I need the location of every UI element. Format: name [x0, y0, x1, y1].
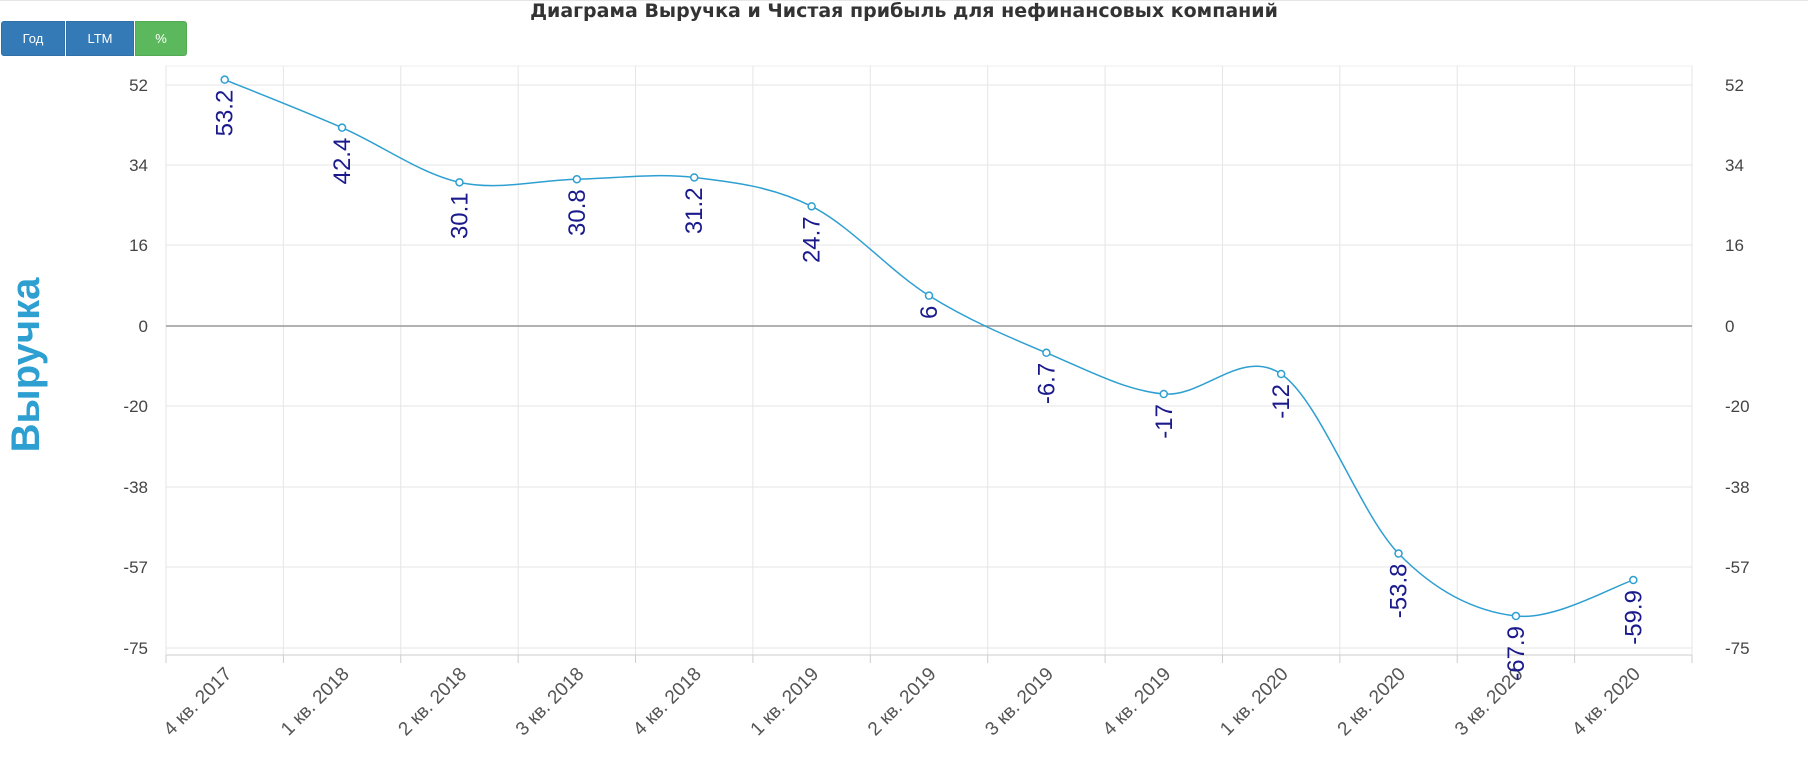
data-label-layer: 53.2 42.4 30.1 30.8 31.2 24.7 6 -6.7 -17 -12 -53.8…: [212, 90, 1648, 681]
x-tick-label: 1 кв. 2020: [1216, 664, 1292, 740]
y-tick-label: 0: [139, 317, 148, 336]
y-tick-label: 34: [129, 156, 148, 175]
data-label: -17: [1151, 404, 1178, 439]
data-label: -53.8: [1386, 564, 1413, 619]
x-tick-label: 3 кв. 2018: [512, 664, 588, 740]
x-tick-label: 4 кв. 2020: [1568, 664, 1644, 740]
data-label: -12: [1268, 384, 1295, 419]
x-tick-label: 2 кв. 2019: [864, 664, 940, 740]
data-label: -6.7: [1033, 363, 1060, 404]
x-tick-label: 2 кв. 2018: [395, 664, 471, 740]
x-tick-label: 1 кв. 2018: [277, 664, 353, 740]
data-point: [1276, 369, 1286, 379]
data-label: -67.9: [1503, 626, 1530, 681]
y-tick-label: 52: [129, 76, 148, 95]
data-point: [807, 202, 816, 211]
y2-tick-label: 0: [1725, 317, 1734, 336]
ltm-button[interactable]: LTM: [66, 21, 134, 56]
data-label: -59.9: [1620, 590, 1647, 645]
y2-tick-label: -20: [1725, 397, 1750, 416]
data-point: [1394, 549, 1403, 558]
y-tick-label: -20: [123, 397, 148, 416]
y2-tick-label: -38: [1725, 478, 1750, 497]
y2-tick-label: 34: [1725, 156, 1744, 175]
data-label: 42.4: [329, 138, 356, 185]
data-point: [220, 75, 229, 84]
series-line: [224, 78, 1634, 618]
data-label: 6: [916, 306, 943, 319]
x-tick-label: 4 кв. 2017: [160, 664, 236, 740]
chart-title: Диаграма Выручка и Чистая прибыль для не…: [530, 0, 1278, 22]
grid-layer: [165, 65, 1693, 656]
data-label: 30.8: [564, 189, 591, 236]
data-point: [455, 178, 464, 187]
data-point: [1042, 348, 1051, 358]
data-label: 30.1: [446, 192, 473, 239]
data-label: 31.2: [681, 187, 708, 234]
percent-button[interactable]: %: [135, 21, 187, 56]
data-label: 53.2: [212, 90, 239, 137]
period-toggle-group: Год LTM %: [1, 21, 188, 56]
x-tick-label: 4 кв. 2018: [629, 664, 705, 740]
data-point: [1511, 611, 1521, 621]
point-layer: [220, 75, 1638, 621]
y-tick-label: -38: [123, 478, 148, 497]
y2-tick-label: 52: [1725, 76, 1744, 95]
data-point: [689, 173, 699, 182]
data-point: [1629, 575, 1638, 585]
top-border: [0, 0, 1808, 1]
data-point: [572, 174, 582, 184]
x-tick-label: 3 кв. 2019: [981, 664, 1057, 740]
data-label: 24.7: [799, 216, 826, 263]
y-tick-label: -75: [123, 639, 148, 658]
year-button[interactable]: Год: [1, 21, 65, 56]
data-point: [924, 291, 934, 300]
y2-tick-label: 16: [1725, 236, 1744, 255]
data-point: [337, 123, 347, 132]
x-tick-label: 2 кв. 2020: [1334, 664, 1410, 740]
y2-tick-label: -75: [1725, 639, 1750, 658]
y-axis-title: Выручка: [4, 277, 48, 452]
x-tick-label: 4 кв. 2019: [1099, 664, 1175, 740]
data-point: [1159, 389, 1169, 399]
y-tick-label: 16: [129, 236, 148, 255]
y-tick-label: -57: [123, 558, 148, 577]
y2-tick-label: -57: [1725, 558, 1750, 577]
x-tick-label: 1 кв. 2019: [747, 664, 823, 740]
